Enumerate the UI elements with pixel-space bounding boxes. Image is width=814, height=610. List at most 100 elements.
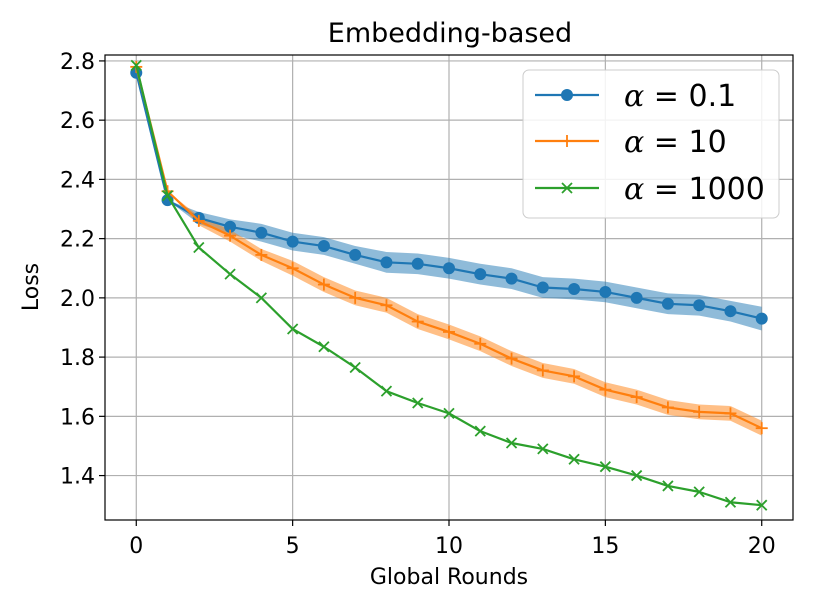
y-tick-label: 2.8 (60, 50, 95, 75)
marker-stroke (412, 397, 424, 409)
x-axis-label: Global Rounds (370, 565, 528, 590)
marker-stroke (630, 469, 643, 482)
series-1-point (317, 240, 330, 253)
marker-stroke (505, 437, 518, 449)
y-tick-label: 1.8 (60, 346, 95, 371)
series-3-point (599, 461, 612, 473)
marker-stroke (193, 241, 205, 254)
series-1-point (255, 226, 268, 239)
x-tick-label: 15 (591, 534, 619, 559)
series-3-point (568, 453, 580, 465)
x-tick-label: 5 (286, 534, 300, 559)
series-1-point (380, 256, 393, 269)
x-tick-label: 20 (748, 534, 776, 559)
series-1-point (755, 312, 768, 325)
series-1-point (536, 281, 549, 294)
marker-stroke (161, 190, 174, 202)
series-3-point (693, 486, 705, 498)
series-2-point (380, 299, 393, 312)
y-tick-label: 1.6 (60, 405, 95, 430)
series-3 (130, 59, 768, 511)
series-3-point (630, 469, 643, 482)
marker-stroke (286, 323, 299, 335)
y-tick-label: 2.0 (60, 287, 95, 312)
series-2-point (411, 315, 424, 328)
series-2-point (286, 262, 299, 275)
y-tick-label: 2.4 (60, 168, 95, 193)
y-tick-label: 2.2 (60, 228, 95, 253)
series-2-point (317, 278, 330, 291)
series-1-point (443, 262, 455, 275)
series-1-point (349, 248, 362, 261)
tick-layer: 0 5 10 15 20 1.4 1.6 1.8 2.0 2.2 2.4 2.6 2.8 (60, 50, 776, 559)
marker-stroke (568, 453, 580, 465)
chart-title: Embedding-based (328, 18, 572, 49)
legend-equals: = (644, 172, 688, 207)
series-2-point (568, 370, 581, 383)
series-3-point (286, 323, 299, 335)
series-1-point (474, 268, 487, 281)
marker-stroke (756, 499, 768, 511)
marker-stroke (693, 486, 705, 498)
series-1-point (630, 291, 643, 304)
marker-stroke (537, 443, 549, 455)
legend-marker (561, 135, 573, 147)
series-3-point (193, 241, 205, 254)
marker-stroke (349, 361, 361, 374)
series-3-point (130, 59, 142, 72)
series-2-point (443, 325, 455, 338)
legend-equals: = (644, 79, 688, 114)
series-2-point (474, 337, 487, 350)
series-3-point (349, 361, 361, 374)
series-3-point (756, 499, 768, 511)
series-3-point (224, 268, 236, 280)
series-2-point (693, 405, 706, 418)
series-3-point (537, 443, 549, 455)
marker-stroke (443, 407, 455, 420)
legend-marker (561, 89, 573, 101)
series-2-point (224, 229, 237, 242)
legend-item-1: α = 0.1 (535, 79, 736, 114)
legend-symbol: α (624, 79, 644, 114)
legend-symbol: α (624, 125, 644, 160)
legend-marker (561, 182, 573, 194)
legend-value: 1000 (688, 172, 764, 207)
legend-label: α = 1000 (624, 172, 765, 207)
x-tick-label: 0 (129, 534, 143, 559)
legend: α = 0.1α = 10α = 1000 (522, 69, 780, 219)
marker-stroke (130, 59, 142, 72)
series-2-point (755, 422, 768, 435)
series-3-point (380, 385, 393, 397)
series-3-point (412, 397, 424, 409)
series-1-point (693, 299, 706, 312)
series-2-point (505, 352, 518, 365)
series-1-point (661, 297, 674, 310)
series-2-point (630, 391, 643, 404)
legend-frame (522, 69, 780, 219)
series-2-point (536, 364, 549, 377)
series-3-point (505, 437, 518, 449)
series-3-point (662, 480, 674, 492)
series-3-point (161, 190, 174, 202)
series-layer (130, 59, 768, 511)
series-1-point (724, 305, 737, 318)
marker-stroke (662, 480, 674, 492)
x-tick-label: 10 (435, 534, 463, 559)
legend-item-2: α = 10 (535, 125, 727, 160)
series-2 (130, 60, 768, 435)
series-2-point (192, 214, 205, 227)
series-1-point (568, 282, 581, 295)
series-1-point (286, 235, 299, 248)
y-tick-label: 2.6 (60, 109, 95, 134)
series-3-point (443, 407, 455, 420)
marker-stroke (474, 425, 486, 437)
marker-stroke (724, 496, 737, 508)
legend-value: 10 (688, 125, 726, 160)
series-2-point (661, 401, 674, 414)
legend-item-3: α = 1000 (535, 172, 765, 207)
series-3-point (724, 496, 737, 508)
legend-symbol: α (624, 172, 644, 207)
series-1-point (599, 285, 612, 298)
series-1-point (505, 272, 518, 285)
